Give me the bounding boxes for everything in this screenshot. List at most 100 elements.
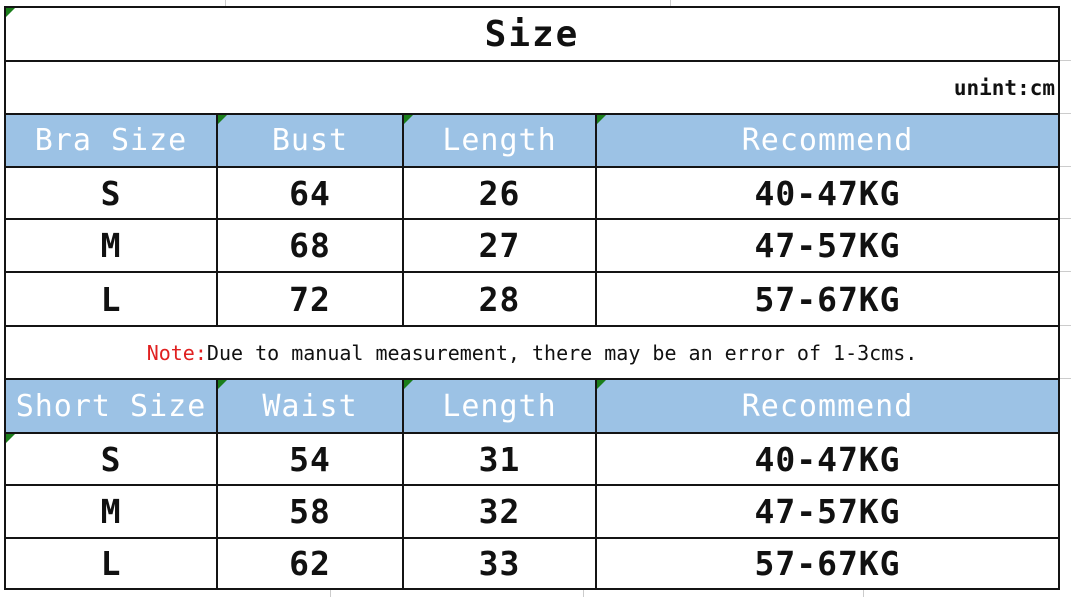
table-row: S 54 31 40-47KG bbox=[4, 432, 1061, 486]
table-row: M 68 27 47-57KG bbox=[4, 218, 1061, 273]
cell-text: M bbox=[100, 226, 122, 265]
data-cell: S bbox=[4, 166, 218, 220]
green-triangle-icon bbox=[598, 116, 606, 124]
cell-text: L bbox=[100, 279, 122, 319]
cell-text: 47-57KG bbox=[754, 226, 901, 265]
cell-text: 62 bbox=[289, 544, 331, 583]
spreadsheet-gridline bbox=[863, 590, 864, 597]
spreadsheet-gridline bbox=[330, 590, 331, 597]
cell-text: S bbox=[100, 439, 122, 479]
measurement-note: Note:Due to manual measurement, there ma… bbox=[3, 325, 1061, 380]
spreadsheet-gridline bbox=[670, 0, 671, 6]
col-header-bust: Bust bbox=[216, 113, 404, 168]
green-triangle-icon bbox=[219, 381, 227, 389]
col-header-text: Bust bbox=[271, 123, 349, 158]
unit-label-text: unint:cm bbox=[953, 75, 1056, 100]
cell-text: 57-67KG bbox=[754, 279, 901, 319]
col-header-text: Recommend bbox=[741, 388, 914, 424]
data-cell: 28 bbox=[402, 271, 597, 327]
col-header-text: Recommend bbox=[741, 123, 914, 158]
data-cell: 57-67KG bbox=[594, 271, 1061, 327]
spreadsheet-gridline bbox=[1058, 378, 1071, 379]
data-cell: 40-47KG bbox=[594, 166, 1061, 220]
cell-text: M bbox=[100, 492, 122, 531]
table-row: M 58 32 47-57KG bbox=[4, 484, 1061, 539]
cell-text: 72 bbox=[289, 279, 331, 319]
data-cell: 64 bbox=[216, 166, 404, 220]
col-header-text: Waist bbox=[262, 388, 358, 424]
cell-text: 40-47KG bbox=[754, 439, 901, 479]
cell-text: 64 bbox=[289, 173, 331, 213]
data-cell: M bbox=[4, 484, 218, 539]
chart-title: Size bbox=[3, 6, 1061, 62]
cell-text: 28 bbox=[478, 279, 521, 319]
table-row: S 64 26 40-47KG bbox=[4, 166, 1061, 220]
data-cell: 72 bbox=[216, 271, 404, 327]
data-cell: 57-67KG bbox=[594, 537, 1061, 590]
data-cell: 58 bbox=[216, 484, 404, 539]
cell-text: 47-57KG bbox=[754, 492, 901, 531]
data-cell: 32 bbox=[402, 484, 597, 539]
data-cell: 47-57KG bbox=[594, 484, 1061, 539]
spreadsheet-gridline bbox=[583, 590, 584, 597]
unit-label: unint:cm bbox=[3, 60, 1061, 115]
cell-text: 26 bbox=[478, 173, 521, 213]
col-header-length-bra: Length bbox=[402, 113, 597, 168]
cell-text: 33 bbox=[478, 544, 521, 583]
table-header-row: Short Size Waist Length Recommend bbox=[4, 378, 1061, 434]
data-cell: 62 bbox=[216, 537, 404, 590]
data-cell: M bbox=[4, 218, 218, 273]
data-cell: 40-47KG bbox=[594, 432, 1061, 486]
spreadsheet-gridline bbox=[1058, 218, 1071, 219]
col-header-short-size: Short Size bbox=[4, 378, 218, 434]
cell-text: 32 bbox=[478, 492, 521, 531]
col-header-waist: Waist bbox=[216, 378, 404, 434]
spreadsheet-gridline bbox=[1058, 325, 1071, 326]
col-header-text: Short Size bbox=[15, 388, 207, 424]
data-cell: 33 bbox=[402, 537, 597, 590]
col-header-text: Length bbox=[442, 388, 557, 424]
data-cell: 31 bbox=[402, 432, 597, 486]
cell-text: 57-67KG bbox=[754, 544, 901, 583]
table-row: L 72 28 57-67KG bbox=[4, 271, 1061, 327]
spreadsheet-gridline bbox=[1058, 113, 1071, 114]
cell-text: S bbox=[100, 173, 122, 213]
data-cell: 68 bbox=[216, 218, 404, 273]
size-chart-table: Size unint:cm Bra Size Bust Length bbox=[3, 6, 1061, 590]
table-row: L 62 33 57-67KG bbox=[4, 537, 1061, 590]
table-row: unint:cm bbox=[3, 60, 1061, 115]
col-header-text: Length bbox=[442, 123, 557, 158]
spreadsheet-gridline bbox=[1058, 166, 1071, 167]
table-row: Note:Due to manual measurement, there ma… bbox=[3, 325, 1061, 380]
spreadsheet-gridline bbox=[1058, 271, 1071, 272]
table-row: Size bbox=[3, 6, 1061, 62]
spreadsheet-gridline bbox=[1058, 60, 1071, 61]
green-triangle-icon bbox=[219, 116, 227, 124]
green-triangle-icon bbox=[598, 381, 606, 389]
note-label: Note: bbox=[146, 340, 207, 365]
data-cell: 47-57KG bbox=[594, 218, 1061, 273]
data-cell: S bbox=[4, 432, 218, 486]
green-triangle-icon bbox=[7, 9, 15, 17]
cell-text: 54 bbox=[289, 439, 331, 479]
data-cell: 27 bbox=[402, 218, 597, 273]
cell-text: 31 bbox=[478, 439, 521, 479]
col-header-length-short: Length bbox=[402, 378, 597, 434]
data-cell: L bbox=[4, 271, 218, 327]
col-header-recommend-short: Recommend bbox=[594, 378, 1061, 434]
col-header-text: Bra Size bbox=[34, 123, 188, 158]
chart-title-text: Size bbox=[484, 13, 580, 55]
cell-text: 68 bbox=[289, 226, 331, 265]
cell-text: 40-47KG bbox=[754, 173, 901, 213]
col-header-recommend-bra: Recommend bbox=[594, 113, 1061, 168]
green-triangle-icon bbox=[7, 435, 15, 443]
cell-text: L bbox=[100, 544, 122, 583]
data-cell: 26 bbox=[402, 166, 597, 220]
cell-text: 58 bbox=[289, 492, 331, 531]
green-triangle-icon bbox=[405, 381, 413, 389]
table-header-row: Bra Size Bust Length Recommend bbox=[4, 113, 1061, 168]
data-cell: 54 bbox=[216, 432, 404, 486]
note-text: Due to manual measurement, there may be … bbox=[206, 340, 918, 365]
spreadsheet-gridline bbox=[225, 0, 226, 6]
